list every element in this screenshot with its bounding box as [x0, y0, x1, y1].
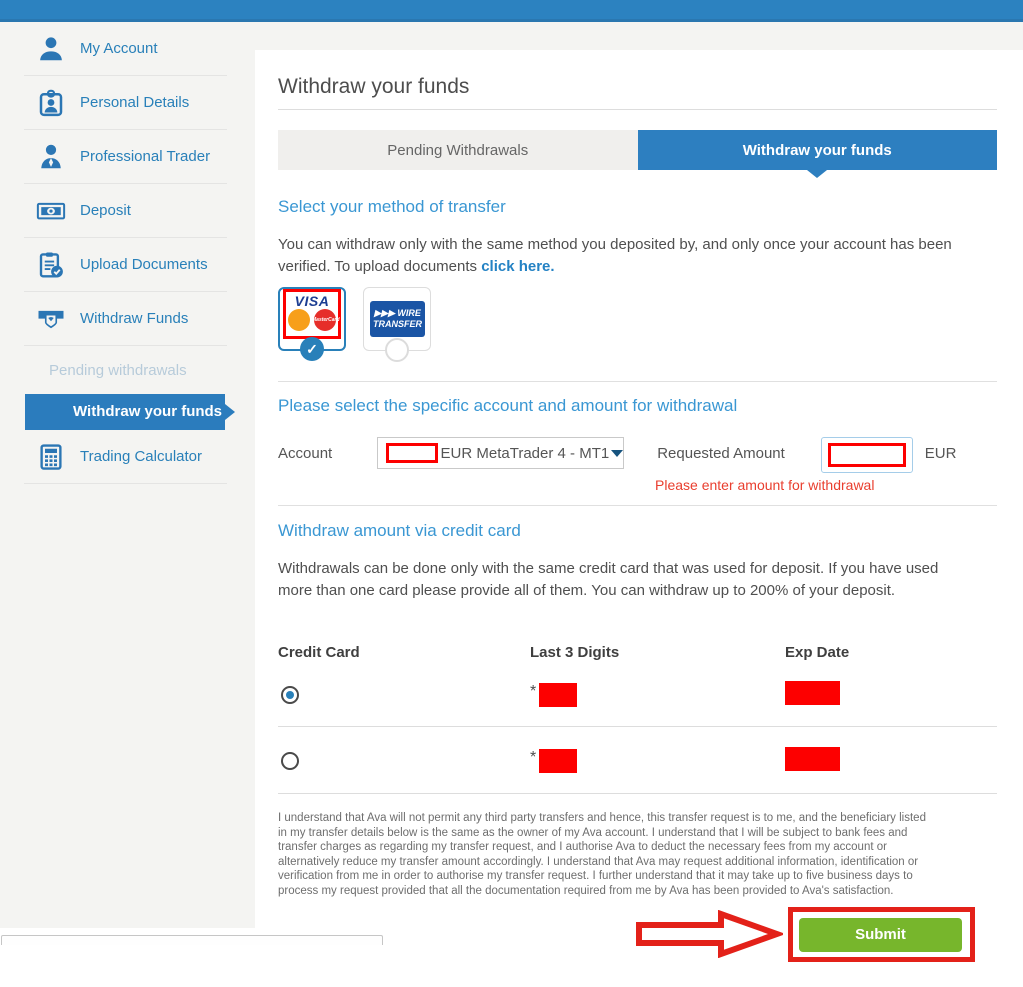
sidebar-item-withdraw-funds[interactable]: Withdraw Funds: [24, 292, 227, 346]
annotation-arrow-icon: [636, 909, 783, 958]
account-amount-row: Account EUR MetaTrader 4 - MT1 Requested…: [278, 437, 997, 493]
sidebar-subitem-withdraw-your-funds[interactable]: Withdraw your funds: [25, 394, 235, 430]
submit-button[interactable]: Submit: [799, 917, 962, 952]
sidebar-item-label: Professional Trader: [80, 148, 211, 165]
section-heading-account: Please select the specific account and a…: [278, 396, 738, 415]
credit-card-table-header: Credit Card Last 3 Digits Exp Date: [278, 644, 997, 661]
sidebar-item-label: Personal Details: [80, 94, 190, 111]
method-credit-card[interactable]: VISA MasterCard ✓: [278, 287, 346, 361]
table-row: *: [278, 738, 997, 784]
sidebar-subitem-label: Withdraw your funds: [73, 403, 223, 420]
sidebar: My Account Personal Details Professional…: [0, 22, 255, 928]
user-icon: [36, 34, 66, 64]
row-divider: [278, 793, 997, 794]
click-here-link[interactable]: click here.: [481, 258, 555, 275]
amount-error-message: Please enter amount for withdrawal: [655, 477, 875, 493]
tab-pending-withdrawals[interactable]: Pending Withdrawals: [278, 130, 638, 170]
payment-methods: VISA MasterCard ✓ ▶▶▶ WIRE TRANSFER: [278, 287, 997, 365]
card-radio-selected[interactable]: [281, 686, 299, 704]
annotation-box-credit-card: [283, 289, 341, 339]
card-radio-unselected[interactable]: [281, 752, 299, 770]
title-divider: [278, 109, 997, 110]
sidebar-item-upload-documents[interactable]: Upload Documents: [24, 238, 227, 292]
dropdown-caret-icon: [611, 449, 624, 457]
banknote-icon: [36, 196, 66, 226]
unselected-radio-icon: [385, 338, 409, 362]
sidebar-item-my-account[interactable]: My Account: [24, 22, 227, 76]
page-title: Withdraw your funds: [278, 75, 470, 98]
sidebar-item-label: Withdraw Funds: [80, 310, 189, 327]
calculator-icon: [36, 442, 66, 472]
credit-card-description: Withdrawals can be done only with the sa…: [278, 560, 939, 599]
tab-withdraw-your-funds[interactable]: Withdraw your funds: [637, 130, 997, 178]
legal-disclaimer: I understand that Ava will not permit an…: [278, 812, 926, 897]
redaction-exp-date: [785, 746, 840, 771]
section-divider: [278, 381, 997, 382]
table-row: *: [278, 672, 997, 718]
masked-digits-prefix: *: [530, 683, 537, 700]
account-label: Account: [278, 445, 333, 462]
sidebar-item-label: My Account: [80, 40, 158, 57]
visa-logo: VISA: [294, 293, 330, 309]
method-wire-transfer[interactable]: ▶▶▶ WIRE TRANSFER: [363, 287, 431, 362]
requested-amount-input[interactable]: [820, 437, 913, 473]
id-card-icon: [36, 88, 66, 118]
redaction-exp-date: [785, 680, 840, 705]
visa-mastercard-logo: VISA MasterCard: [280, 293, 344, 331]
trader-icon: [36, 142, 66, 172]
tab-label: Pending Withdrawals: [387, 141, 529, 159]
sidebar-item-label: Upload Documents: [80, 256, 208, 273]
column-header-last3: Last 3 Digits: [530, 644, 620, 661]
sidebar-item-professional-trader[interactable]: Professional Trader: [24, 130, 227, 184]
redaction-last3-digits: [539, 749, 578, 773]
sidebar-item-label: Trading Calculator: [80, 448, 202, 465]
redaction-amount-value: [827, 443, 906, 467]
upload-documents-icon: [36, 250, 66, 280]
submit-area: Submit: [278, 906, 997, 987]
redaction-last3-digits: [539, 683, 578, 707]
sidebar-item-deposit[interactable]: Deposit: [24, 184, 227, 238]
sidebar-item-trading-calculator[interactable]: Trading Calculator: [24, 430, 227, 484]
row-divider: [278, 726, 997, 727]
redaction-account-number: [386, 443, 438, 463]
section-divider: [278, 505, 997, 506]
main-content: Withdraw your funds Pending Withdrawals …: [255, 50, 1023, 962]
column-header-credit-card: Credit Card: [278, 644, 360, 661]
masked-digits-prefix: *: [530, 749, 537, 766]
sidebar-item-label: Deposit: [80, 202, 131, 219]
method-description: You can withdraw only with the same meth…: [278, 234, 953, 278]
sidebar-subitem-label: Pending withdrawals: [49, 361, 187, 379]
section-heading-method: Select your method of transfer: [278, 197, 506, 216]
browser-status-bar: [1, 935, 383, 945]
account-select[interactable]: EUR MetaTrader 4 - MT1: [377, 437, 625, 469]
active-item-pointer-icon: [225, 404, 235, 420]
requested-amount-label: Requested Amount: [657, 445, 785, 462]
sidebar-item-personal-details[interactable]: Personal Details: [24, 76, 227, 130]
tab-bar: Pending Withdrawals Withdraw your funds: [278, 130, 997, 178]
wire-transfer-logo: ▶▶▶ WIRE TRANSFER: [370, 301, 425, 337]
top-navigation-bar: [0, 0, 1023, 22]
section-heading-credit-card: Withdraw amount via credit card: [278, 521, 521, 540]
withdraw-hand-icon: [36, 304, 66, 334]
tab-label: Withdraw your funds: [742, 141, 892, 159]
column-header-exp-date: Exp Date: [785, 644, 850, 661]
sidebar-subitem-pending-withdrawals[interactable]: Pending withdrawals: [0, 346, 255, 394]
credit-card-table: Credit Card Last 3 Digits Exp Date * *: [278, 644, 997, 794]
selected-check-icon: ✓: [300, 337, 324, 361]
method-description-text: You can withdraw only with the same meth…: [278, 236, 952, 275]
active-tab-caret-icon: [807, 170, 828, 178]
account-selected-value: EUR MetaTrader 4 - MT1: [440, 444, 610, 462]
currency-label: EUR: [924, 445, 957, 462]
